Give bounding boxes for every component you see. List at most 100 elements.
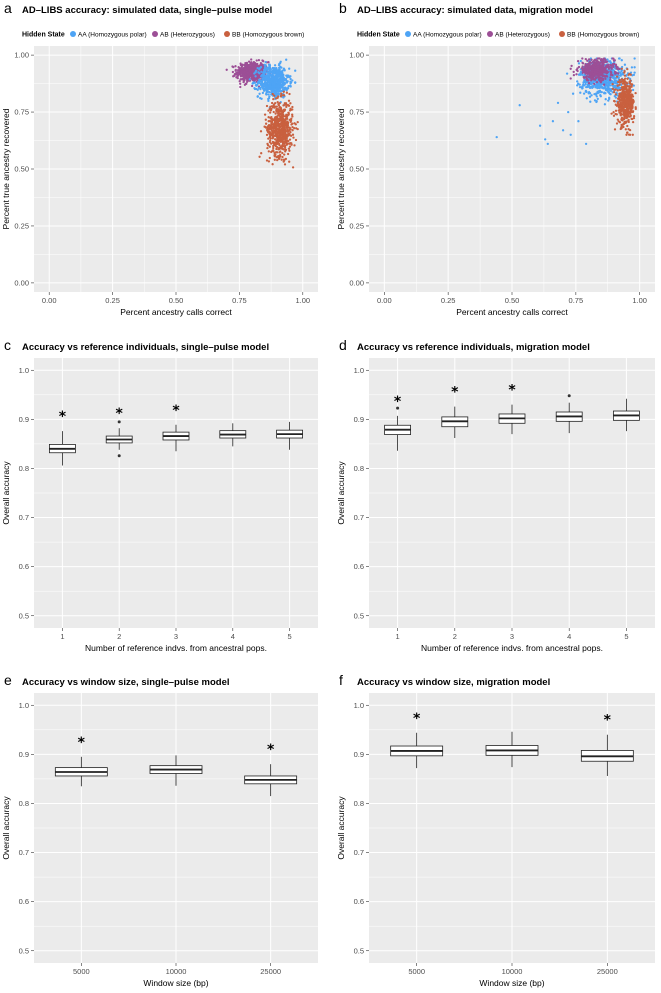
point-BB bbox=[267, 160, 271, 163]
point-AB bbox=[616, 66, 619, 69]
point-AA bbox=[257, 81, 261, 84]
x-tick-label: 3 bbox=[510, 632, 514, 641]
point-BB bbox=[627, 91, 631, 95]
point-BB bbox=[275, 156, 278, 159]
point-AA bbox=[256, 66, 259, 70]
point-BB bbox=[621, 123, 625, 126]
point-AB bbox=[576, 59, 580, 63]
point-BB bbox=[613, 128, 617, 131]
point-BB bbox=[289, 102, 292, 105]
point-AB bbox=[255, 64, 258, 67]
point-BB bbox=[274, 130, 278, 133]
point-AA bbox=[577, 73, 581, 76]
point-BB bbox=[629, 89, 633, 92]
point-AA bbox=[632, 84, 635, 87]
point-BB bbox=[622, 125, 625, 129]
point-BB bbox=[260, 152, 263, 155]
point-BB bbox=[273, 138, 277, 141]
point-BB bbox=[286, 114, 289, 117]
x-tick-label: 5 bbox=[288, 632, 292, 641]
point-AA bbox=[260, 97, 263, 100]
y-axis-label: Overall accuracy bbox=[1, 796, 11, 860]
point-BB bbox=[617, 109, 620, 112]
legend-label-BB: BB (Homozygous brown) bbox=[232, 31, 304, 38]
point-BB bbox=[278, 114, 281, 117]
point-BB bbox=[283, 142, 286, 145]
box-10000 bbox=[149, 755, 203, 786]
point-BB bbox=[620, 118, 623, 122]
point-AA bbox=[546, 142, 549, 146]
point-AA bbox=[618, 57, 621, 60]
point-AB bbox=[255, 59, 258, 62]
point-AA bbox=[620, 65, 624, 69]
point-BB bbox=[267, 109, 270, 112]
point-AA bbox=[260, 79, 263, 82]
y-tick-label: 0.25 bbox=[14, 222, 29, 231]
legend-key-AA bbox=[70, 31, 76, 37]
point-AB bbox=[593, 82, 596, 86]
point-BB bbox=[272, 129, 275, 132]
point-AA bbox=[606, 58, 609, 61]
point-BB bbox=[267, 120, 270, 123]
point-AA bbox=[272, 67, 275, 70]
legend-label-BB: BB (Homozygous brown) bbox=[567, 31, 639, 38]
point-AA bbox=[267, 63, 271, 66]
point-AA bbox=[285, 74, 288, 77]
point-BB bbox=[620, 98, 623, 101]
point-AB bbox=[584, 57, 587, 61]
point-AB bbox=[612, 65, 615, 69]
box-outlier bbox=[117, 420, 121, 424]
point-BB bbox=[267, 150, 270, 153]
point-BB bbox=[287, 99, 291, 102]
point-AA bbox=[276, 77, 279, 80]
gridlines bbox=[34, 358, 318, 628]
significance-star: * bbox=[116, 406, 124, 422]
point-BB bbox=[278, 143, 281, 147]
point-AB bbox=[586, 59, 589, 62]
point-BB bbox=[293, 122, 296, 125]
point-BB bbox=[624, 104, 628, 107]
point-AA bbox=[538, 124, 542, 127]
point-BB bbox=[622, 90, 626, 94]
point-BB bbox=[627, 118, 630, 122]
legend: Hidden State AA (Homozygous polar) AB (Het… bbox=[22, 31, 304, 39]
point-BB bbox=[634, 91, 637, 95]
point-BB bbox=[286, 133, 289, 136]
point-AB bbox=[594, 76, 598, 80]
point-AA bbox=[590, 94, 593, 97]
point-BB bbox=[617, 96, 620, 100]
point-BB bbox=[270, 116, 273, 119]
point-AB bbox=[582, 75, 585, 79]
point-BB bbox=[278, 109, 282, 113]
x-tick-label: 3 bbox=[174, 632, 178, 641]
point-BB bbox=[275, 105, 278, 108]
point-AA bbox=[596, 83, 600, 87]
legend-label-AA: AA (Homozygous polar) bbox=[413, 31, 482, 38]
point-BB bbox=[286, 128, 289, 131]
point-AA bbox=[271, 69, 274, 73]
y-tick-label: 0.00 bbox=[349, 278, 364, 287]
point-AA bbox=[614, 84, 617, 87]
point-BB bbox=[273, 143, 277, 147]
point-AB bbox=[609, 76, 612, 79]
point-AB bbox=[241, 70, 244, 73]
point-BB bbox=[271, 137, 274, 140]
point-BB bbox=[623, 71, 626, 74]
point-BB bbox=[274, 112, 277, 115]
legend-key-AB bbox=[487, 31, 493, 37]
point-AB bbox=[257, 58, 261, 62]
y-axis-label: Percent true ancestry recovered bbox=[1, 108, 11, 229]
point-AA bbox=[620, 59, 623, 62]
point-AA bbox=[262, 89, 266, 92]
point-BB bbox=[270, 107, 273, 111]
chart-title: AD–LIBS accuracy: simulated data, single… bbox=[22, 5, 272, 16]
point-AA bbox=[282, 73, 285, 76]
point-AB bbox=[591, 70, 594, 73]
point-AB bbox=[599, 64, 602, 68]
point-BB bbox=[270, 150, 273, 154]
legend-key-AB bbox=[152, 31, 158, 37]
point-BB bbox=[623, 74, 627, 77]
point-AA bbox=[275, 87, 278, 90]
box-4 bbox=[555, 394, 583, 434]
point-BB bbox=[616, 100, 620, 104]
